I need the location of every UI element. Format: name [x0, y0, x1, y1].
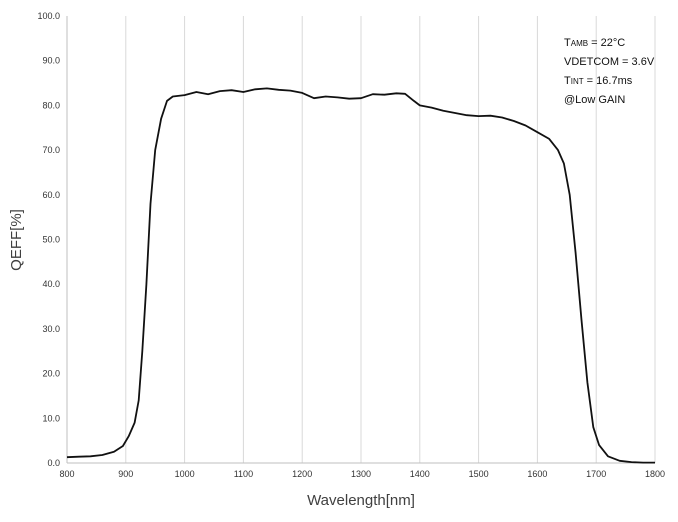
x-tick-label: 1700	[586, 469, 606, 479]
x-tick-label: 1200	[292, 469, 312, 479]
y-tick-label: 90.0	[42, 56, 60, 66]
y-tick-label: 20.0	[42, 369, 60, 379]
annotation-line: TINT = 16.7ms	[564, 75, 633, 87]
x-tick-label: 1300	[351, 469, 371, 479]
y-tick-label: 70.0	[42, 145, 60, 155]
tick-label-layer: 800 900 1000 1100 1200 1300 1400 1500 1600 1700 18…	[37, 11, 665, 479]
y-tick-label: 50.0	[42, 235, 60, 245]
x-tick-label: 1500	[469, 469, 489, 479]
y-tick-label: 40.0	[42, 279, 60, 289]
x-tick-label: 1800	[645, 469, 665, 479]
annotation-line: VDETCOM = 3.6V	[564, 56, 655, 68]
series-layer	[66, 87, 655, 464]
x-tick-label: 900	[118, 469, 133, 479]
annotation-line: TAMB = 22°C	[564, 37, 625, 49]
grid-layer	[66, 16, 656, 463]
x-axis-title: Wavelength[nm]	[307, 492, 415, 509]
annotation-box: TAMB = 22°C VDETCOM = 3.6V TINT = 16.7ms @L…	[564, 37, 655, 106]
annotation-line: @Low GAIN	[564, 94, 625, 106]
y-tick-label: 30.0	[42, 324, 60, 334]
y-tick-label: 0.0	[47, 458, 60, 468]
x-tick-label: 1100	[234, 469, 253, 479]
x-tick-label: 800	[59, 469, 74, 479]
y-tick-label: 60.0	[42, 190, 60, 200]
x-tick-label: 1400	[410, 469, 430, 479]
x-tick-label: 1000	[175, 469, 195, 479]
y-axis-title: QEFF[%]	[8, 209, 25, 271]
x-tick-label: 1600	[527, 469, 547, 479]
y-tick-label: 10.0	[42, 413, 60, 423]
axis-layer	[66, 16, 655, 464]
y-tick-label: 80.0	[42, 100, 60, 110]
y-tick-label: 100.0	[37, 11, 60, 21]
qeff-series-line	[66, 87, 655, 464]
